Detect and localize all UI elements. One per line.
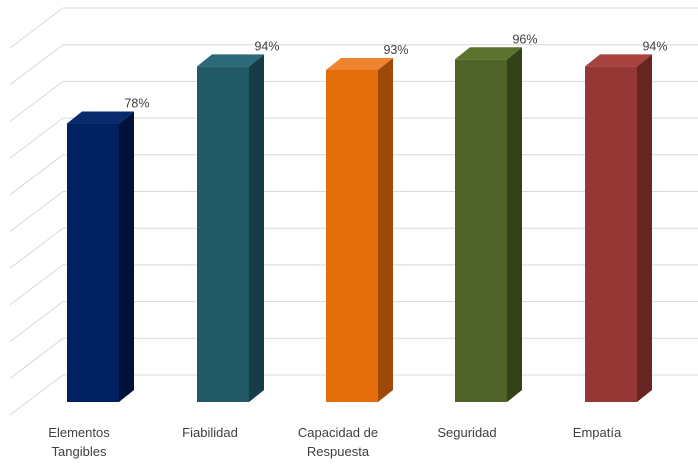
category-label: Fiabilidad	[182, 425, 238, 440]
bar-side-face	[507, 47, 522, 402]
bar-front-face	[326, 69, 378, 403]
category-label: Empatía	[573, 425, 622, 440]
bar-front-face	[197, 66, 249, 403]
bars	[67, 47, 652, 403]
bar-top-face	[455, 47, 522, 60]
category-label: Elementos	[48, 425, 110, 440]
bar-side-face	[637, 54, 652, 403]
data-label: 78%	[124, 97, 149, 111]
data-label: 94%	[254, 39, 279, 53]
bar	[585, 54, 652, 403]
data-label: 93%	[383, 43, 408, 57]
category-label: Tangibles	[52, 444, 107, 459]
gridline	[9, 7, 698, 49]
data-label: 94%	[642, 39, 667, 53]
category-axis-labels: Elementos Tangibles Fiabilidad Capacidad de…	[48, 425, 622, 459]
bar	[326, 57, 393, 403]
category-label: Seguridad	[437, 425, 496, 440]
bar-front-face	[585, 66, 637, 403]
bar-side-face	[378, 57, 393, 403]
bar-front-face	[67, 123, 119, 402]
bar-top-face	[67, 111, 134, 124]
bar	[455, 47, 522, 402]
data-labels: 78% 94% 93% 96% 94%	[124, 32, 667, 110]
data-label: 96%	[512, 32, 537, 46]
bar-top-face	[585, 54, 652, 67]
bar-top-face	[197, 54, 264, 67]
category-label: Respuesta	[307, 444, 370, 459]
gridline	[9, 44, 698, 86]
bar-side-face	[119, 111, 134, 402]
category-label: Capacidad de	[298, 425, 378, 440]
bar-top-face	[326, 57, 393, 70]
bar-side-face	[249, 54, 264, 403]
bar	[197, 54, 264, 403]
bar	[67, 111, 134, 402]
bar-front-face	[455, 59, 507, 402]
